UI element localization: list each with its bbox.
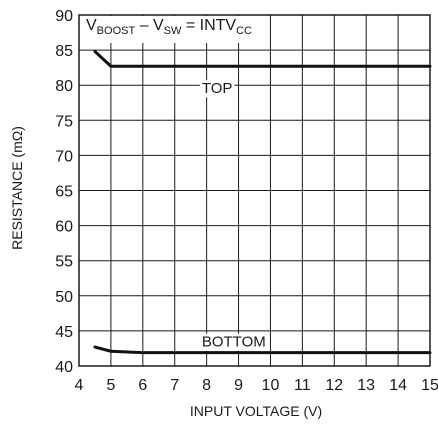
y-tick-label-55: 55: [55, 254, 73, 271]
annotation-background: [80, 16, 256, 43]
series-label-top: TOP: [202, 80, 233, 97]
x-tick-label-8: 8: [202, 377, 211, 394]
y-tick-label-70: 70: [55, 148, 73, 165]
y-tick-label-40: 40: [55, 359, 73, 376]
x-tick-labels: 4 5 6 7 8 9 10 11 12 13 14 15: [75, 377, 438, 394]
annotation-v3: INTV: [200, 17, 237, 34]
x-tick-label-14: 14: [389, 377, 407, 394]
y-tick-label-85: 85: [55, 43, 73, 60]
series-line-top: [93, 50, 432, 68]
annotation-eq: =: [181, 17, 199, 34]
y-tick-label-65: 65: [55, 184, 73, 201]
y-tick-labels: 40 45 50 55 60 65 70 75 80 85 90: [55, 8, 73, 376]
x-tick-label-6: 6: [138, 377, 147, 394]
y-tick-label-45: 45: [55, 324, 73, 341]
x-tick-label-5: 5: [106, 377, 115, 394]
x-tick-label-11: 11: [294, 377, 311, 394]
x-tick-label-12: 12: [325, 377, 343, 394]
y-axis-title: RESISTANCE (mΩ): [9, 126, 25, 250]
x-tick-label-13: 13: [357, 377, 375, 394]
y-tick-label-50: 50: [55, 289, 73, 306]
series-line-bottom: [93, 345, 432, 355]
series-label-bg-top: [199, 80, 235, 98]
annotation-v2-sub: SW: [164, 25, 182, 37]
series-label-bottom: BOTTOM: [202, 334, 266, 351]
y-tick-label-60: 60: [55, 219, 73, 236]
plot-frame: [78, 14, 431, 367]
condition-annotation: VBOOST – VSW = INTVCC: [86, 17, 252, 37]
series-label-bg-bottom: [199, 333, 268, 351]
annotation-v1: V: [86, 17, 97, 34]
annotation-v2: V: [153, 17, 164, 34]
series-lines: [93, 50, 432, 355]
x-axis-title: INPUT VOLTAGE (V): [190, 403, 322, 419]
series-labels: TOP BOTTOM: [199, 80, 268, 351]
y-tick-label-90: 90: [55, 8, 73, 25]
grid-lines: [79, 15, 430, 366]
x-tick-label-4: 4: [75, 377, 84, 394]
x-tick-label-10: 10: [262, 377, 280, 394]
x-tick-label-15: 15: [421, 377, 438, 394]
annotation-dash: –: [135, 17, 153, 34]
y-tick-label-75: 75: [55, 113, 73, 130]
x-tick-label-9: 9: [234, 377, 243, 394]
x-tick-label-7: 7: [170, 377, 179, 394]
annotation-v1-sub: BOOST: [97, 25, 136, 37]
annotation-v3-sub: CC: [236, 25, 252, 37]
y-tick-label-80: 80: [55, 78, 73, 95]
